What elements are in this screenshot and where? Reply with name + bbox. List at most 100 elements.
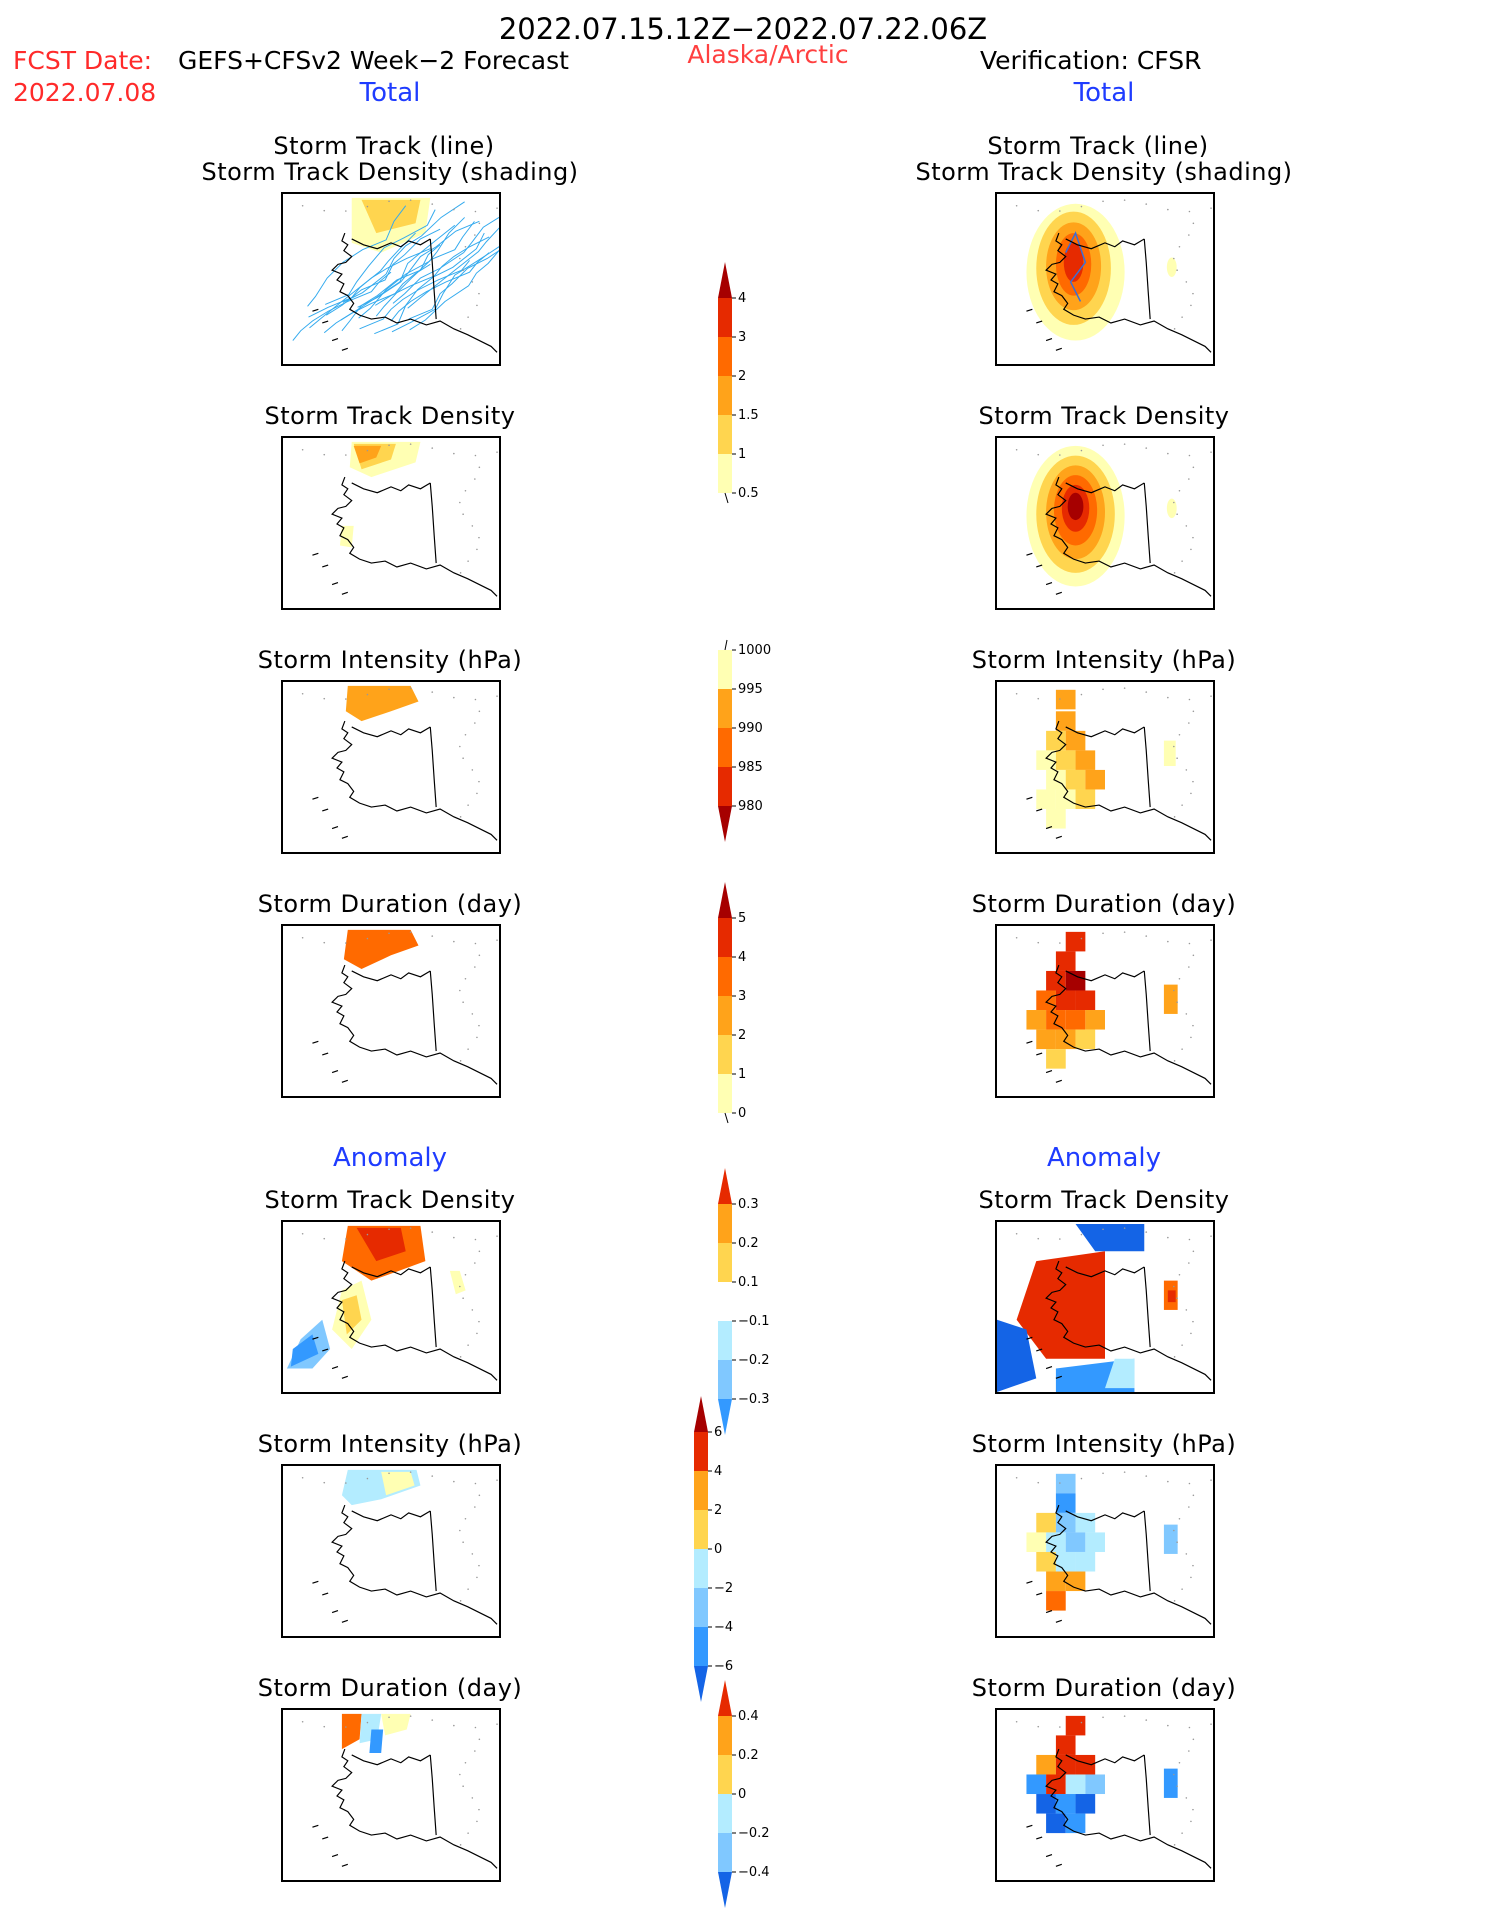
shaded-region bbox=[1075, 1223, 1145, 1252]
grid-cell bbox=[1055, 711, 1076, 731]
colorbar-segment bbox=[718, 1794, 732, 1833]
title-fc-anom-density: Storm Track Density bbox=[264, 1186, 516, 1214]
grid-cell bbox=[1065, 931, 1086, 952]
title-vf-density: Storm Track Density bbox=[978, 402, 1230, 430]
map-coastline bbox=[1015, 1471, 1212, 1625]
forecast-total-track-map bbox=[281, 192, 501, 366]
colorbar-arrow-top bbox=[718, 1680, 732, 1716]
map-coastline bbox=[1015, 1227, 1212, 1381]
grid-cell bbox=[1055, 789, 1076, 810]
grid-cell bbox=[1055, 689, 1076, 710]
grid-cell bbox=[1055, 1794, 1076, 1814]
map-coastline bbox=[1015, 199, 1212, 353]
colorbar-tick-label: 990 bbox=[738, 721, 763, 736]
verification-anom-intensity-map bbox=[995, 1464, 1215, 1638]
grid-cell bbox=[1036, 750, 1056, 770]
grid-cell bbox=[1065, 1813, 1086, 1834]
shaded-region bbox=[369, 1729, 384, 1753]
colorbar-tick-label: 3 bbox=[738, 330, 746, 345]
colorbar-segment bbox=[718, 1360, 732, 1399]
right-anomaly-label: Anomaly bbox=[1046, 1143, 1162, 1173]
colorbar-segment bbox=[718, 1243, 732, 1282]
grid-cell bbox=[1046, 730, 1066, 751]
grid-cell bbox=[1046, 1774, 1066, 1795]
colorbar-segment bbox=[718, 1282, 732, 1321]
grid-cell bbox=[1046, 970, 1066, 991]
colorbar-segment bbox=[718, 298, 732, 337]
region-title: Alaska/Arctic bbox=[687, 40, 849, 69]
grid-cell bbox=[1163, 740, 1176, 767]
grid-cell bbox=[1075, 1029, 1096, 1050]
colorbar-arrow-bottom bbox=[718, 1399, 732, 1435]
colorbar-tick-label: 1.5 bbox=[738, 408, 759, 423]
forecast-anom-intensity-map bbox=[281, 1464, 501, 1638]
forecast-anom-density-map bbox=[281, 1220, 501, 1394]
colorbar-segment bbox=[718, 728, 732, 767]
grid-cell bbox=[1055, 990, 1076, 1011]
colorbar-segment bbox=[718, 454, 732, 493]
grid-cell bbox=[1085, 1010, 1105, 1030]
colorbar-segment bbox=[718, 337, 732, 376]
colorbar-tick-label: 0 bbox=[738, 1106, 746, 1121]
colorbar-arrow-bottom bbox=[718, 806, 732, 842]
colorbar-segment bbox=[718, 957, 732, 996]
grid-cell bbox=[1055, 951, 1076, 971]
grid-cell bbox=[1026, 1774, 1047, 1795]
forecast-total-density-map bbox=[281, 436, 501, 610]
grid-cell bbox=[1055, 1473, 1076, 1494]
shaded-region bbox=[290, 1334, 319, 1367]
map-coastline bbox=[301, 199, 498, 353]
grid-cell bbox=[1065, 970, 1086, 991]
colorbar-tick-label: 2 bbox=[714, 1503, 722, 1518]
colorbar-arrow-top bbox=[718, 262, 732, 298]
colorbar-segment bbox=[694, 1510, 708, 1549]
title-vf-anom-density: Storm Track Density bbox=[978, 1186, 1230, 1214]
shaded-region bbox=[449, 1270, 466, 1295]
verification-anom-density-map bbox=[995, 1220, 1215, 1394]
map-coastline bbox=[1015, 1715, 1212, 1869]
grid-cell bbox=[1055, 1493, 1076, 1513]
title-vf-track-line: Storm Track (line) bbox=[987, 132, 1209, 160]
colorbar-segment bbox=[718, 1035, 732, 1074]
grid-cell bbox=[1046, 1591, 1066, 1611]
colorbar-arrow-bottom bbox=[718, 1872, 732, 1908]
shaded-region bbox=[361, 199, 421, 234]
grid-cell bbox=[1163, 984, 1178, 1014]
colorbar-tick-label: 1000 bbox=[738, 643, 771, 658]
verification-label: Verification: CFSR bbox=[980, 46, 1202, 75]
grid-cell bbox=[1046, 809, 1066, 829]
grid-cell bbox=[1167, 1290, 1176, 1303]
grid-cell bbox=[1163, 1768, 1178, 1798]
storm-track-lines bbox=[292, 201, 499, 341]
grid-cell bbox=[1065, 769, 1086, 790]
grid-cell bbox=[1036, 789, 1056, 810]
title-fc-track-line: Storm Track (line) bbox=[273, 132, 495, 160]
map-coastline bbox=[301, 1227, 498, 1381]
map-coastline bbox=[301, 1471, 498, 1625]
colorbar-tick-label: −0.3 bbox=[738, 1392, 770, 1407]
shaded-region bbox=[341, 1713, 362, 1750]
map-coastline bbox=[301, 443, 498, 597]
grid-cell bbox=[1085, 1532, 1105, 1552]
grid-cell bbox=[1075, 789, 1096, 810]
title-fc-track-shading: Storm Track Density (shading) bbox=[201, 158, 579, 186]
colorbar-segment bbox=[718, 376, 732, 415]
grid-cell bbox=[1065, 1010, 1086, 1030]
colorbar-tick-label: 980 bbox=[738, 799, 763, 814]
title-fc-anom-intensity: Storm Intensity (hPa) bbox=[257, 1430, 523, 1458]
forecast-anom-duration-map bbox=[281, 1708, 501, 1882]
colorbar-duration: 5 4 3 2 1 0 bbox=[718, 882, 808, 1127]
colorbar-tick-label: 4 bbox=[714, 1464, 722, 1479]
title-fc-duration: Storm Duration (day) bbox=[257, 890, 523, 918]
shaded-region bbox=[356, 1227, 406, 1262]
title-vf-duration: Storm Duration (day) bbox=[971, 890, 1237, 918]
verification-total-intensity-map bbox=[995, 680, 1215, 854]
forecast-total-intensity-map bbox=[281, 680, 501, 854]
map-coastline bbox=[1015, 687, 1212, 841]
shaded-region bbox=[997, 1319, 1037, 1392]
grid-cell bbox=[1065, 1774, 1086, 1795]
shaded-region bbox=[1016, 1251, 1105, 1359]
colorbar-segment bbox=[718, 1833, 732, 1872]
colorbar-tick-label: 0.4 bbox=[738, 1709, 759, 1724]
verification-anom-duration-map bbox=[995, 1708, 1215, 1882]
